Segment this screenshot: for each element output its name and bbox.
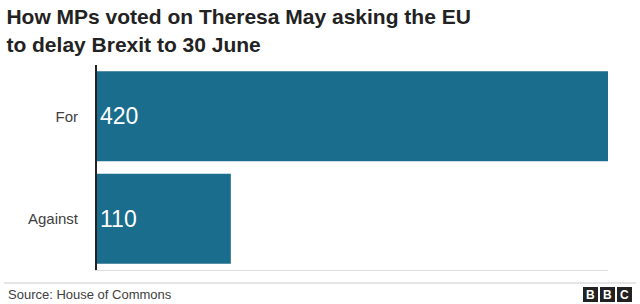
svg-text:B: B (586, 288, 595, 302)
svg-text:110: 110 (100, 206, 137, 232)
svg-text:For: For (56, 108, 79, 125)
svg-text:B: B (603, 288, 612, 302)
svg-text:420: 420 (100, 103, 138, 129)
svg-text:Source: House of Commons: Source: House of Commons (8, 287, 172, 302)
svg-text:How MPs voted on Theresa May a: How MPs voted on Theresa May asking the … (6, 5, 470, 55)
svg-text:C: C (620, 288, 629, 302)
svg-text:Against: Against (28, 210, 79, 227)
